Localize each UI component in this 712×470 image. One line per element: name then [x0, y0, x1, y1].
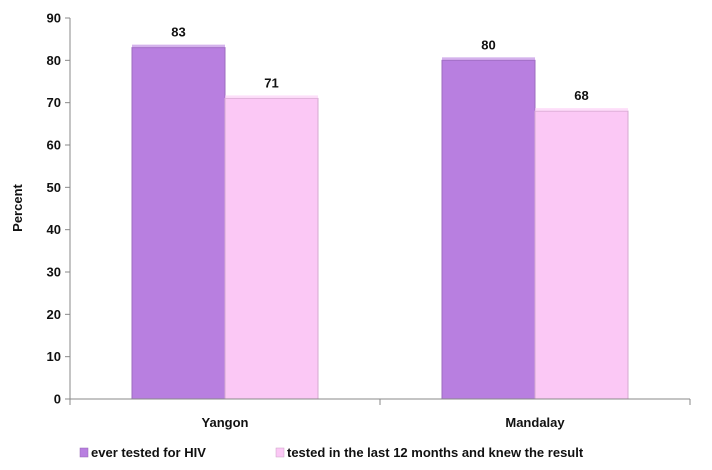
x-tick-label: Mandalay: [505, 415, 565, 430]
bar: [441, 59, 536, 400]
y-tick-label: 70: [47, 95, 61, 110]
bar: [534, 110, 629, 400]
data-label: 68: [574, 88, 588, 103]
data-label: 71: [264, 75, 278, 90]
y-tick-label: 50: [47, 180, 61, 195]
bar-top: [132, 44, 225, 48]
bar: [224, 97, 319, 400]
y-axis-title: Percent: [10, 183, 25, 231]
y-tick-label: 20: [47, 307, 61, 322]
bar-top: [442, 57, 535, 61]
y-tick-label: 0: [54, 392, 61, 407]
y-tick-label: 10: [47, 349, 61, 364]
y-tick-label: 30: [47, 265, 61, 280]
legend: ever tested for HIV tested in the last 12…: [79, 445, 584, 460]
y-axis: 0 10 20 30 40 50 60 70 80 90: [47, 11, 71, 407]
data-label: 83: [171, 25, 185, 40]
x-tick-label: Yangon: [202, 415, 249, 430]
legend-label: ever tested for HIV: [91, 445, 206, 460]
x-axis: Yangon Mandalay: [69, 398, 691, 430]
y-tick-label: 40: [47, 222, 61, 237]
y-tick-label: 80: [47, 53, 61, 68]
bars: 83 71 80 68: [131, 25, 629, 400]
legend-swatch: [275, 447, 285, 458]
bar-top: [225, 95, 318, 99]
data-label: 80: [481, 37, 495, 52]
y-tick-label: 90: [47, 11, 61, 26]
bar: [131, 47, 226, 400]
bar-top: [535, 108, 628, 112]
y-tick-label: 60: [47, 138, 61, 153]
legend-swatch: [79, 447, 89, 458]
legend-label: tested in the last 12 months and knew th…: [287, 445, 584, 460]
